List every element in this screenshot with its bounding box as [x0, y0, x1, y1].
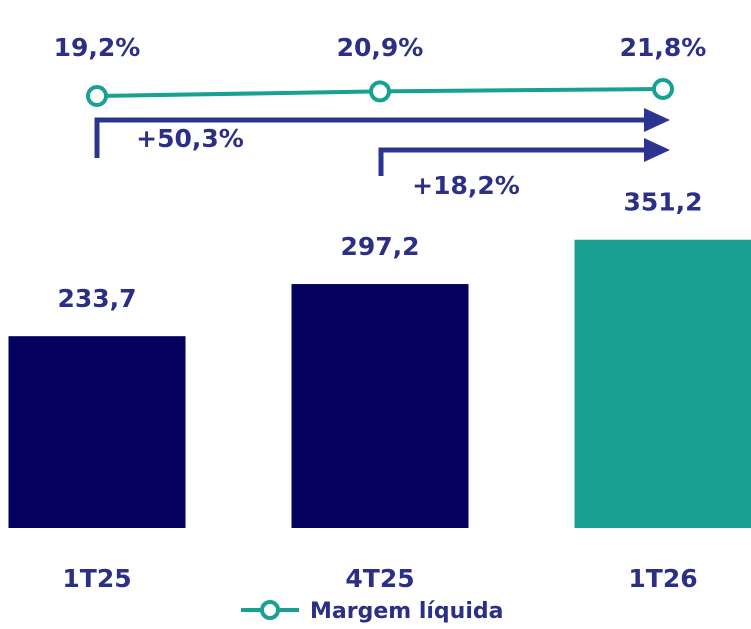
arrow-head-icon: [644, 108, 670, 132]
bar-1T25: [8, 336, 186, 528]
bar-value-label: 233,7: [57, 284, 136, 313]
margin-value-label: 21,8%: [620, 33, 707, 62]
legend: Margem líquida: [241, 599, 503, 624]
category-label: 1T25: [62, 564, 131, 593]
category-label: 1T26: [628, 564, 697, 593]
bars-layer: [8, 239, 751, 528]
growth-arrow: [94, 117, 648, 158]
margin-point: [369, 80, 391, 103]
growth-arrow: [378, 147, 648, 176]
margin-point: [652, 77, 674, 100]
legend-label: Margem líquida: [310, 599, 503, 624]
arrow-head-icon: [644, 138, 670, 162]
bar-value-label: 297,2: [340, 232, 419, 261]
growth-label: +50,3%: [136, 124, 244, 153]
margin-line-layer: [86, 77, 674, 107]
bar-4T25: [291, 284, 469, 528]
labels-layer: 233,7 1T25 297,2 4T25 351,2 1T26 19,2% 20,9% 21,…: [54, 33, 707, 593]
growth-arrows-layer: [94, 108, 670, 176]
category-label: 4T25: [345, 564, 414, 593]
margin-point: [86, 85, 108, 107]
margin-value-label: 19,2%: [54, 33, 141, 62]
bar-value-label: 351,2: [623, 188, 702, 217]
margin-value-label: 20,9%: [337, 33, 424, 62]
bar-1T26: [574, 239, 751, 528]
growth-label: +18,2%: [412, 171, 520, 200]
legend-marker-icon: [260, 600, 280, 620]
